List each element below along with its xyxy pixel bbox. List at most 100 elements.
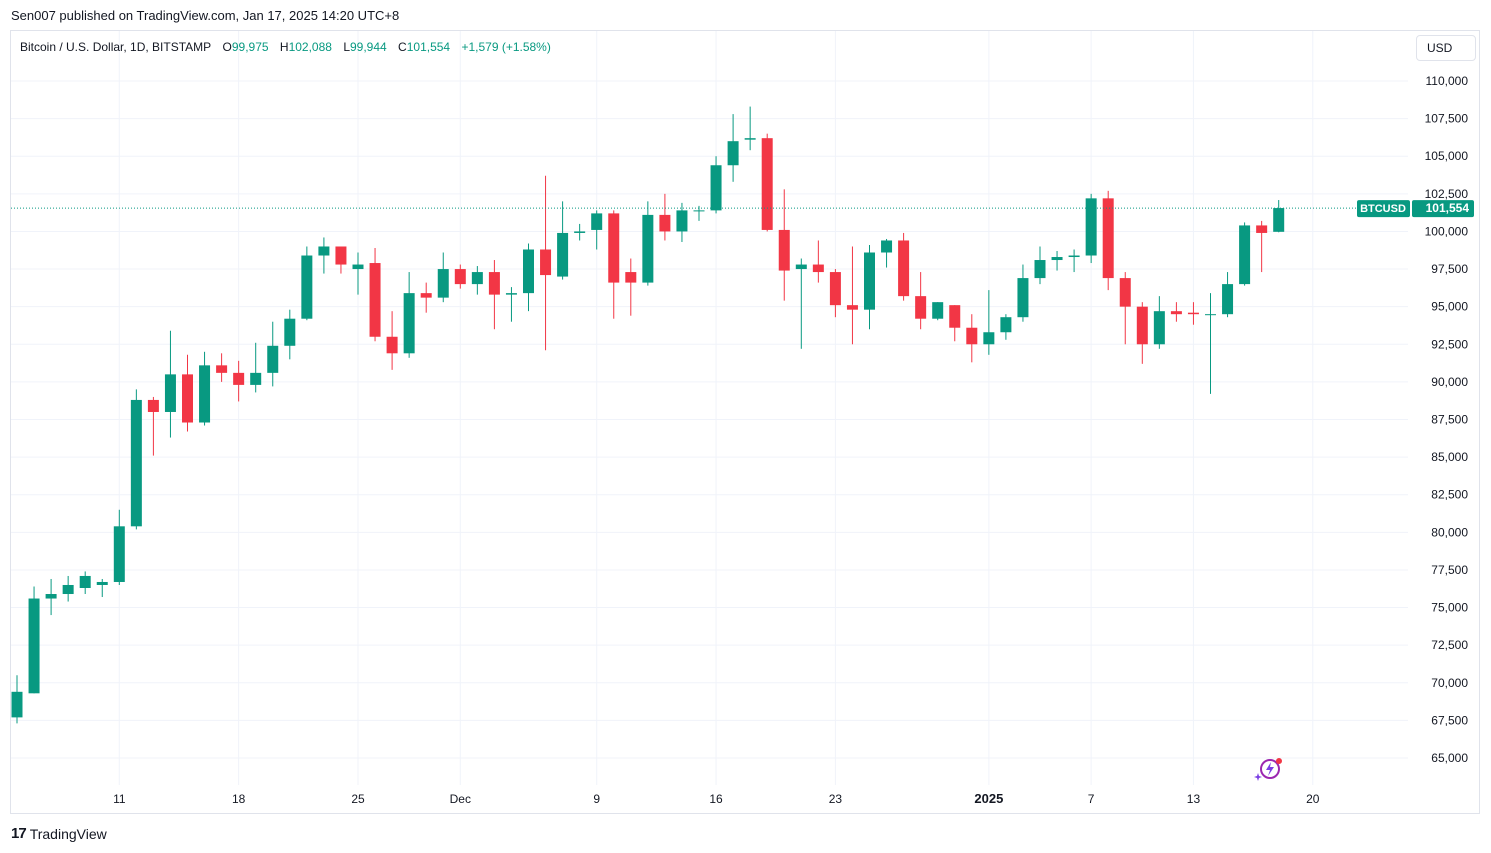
legend-close-label: C bbox=[398, 40, 407, 54]
candle-body bbox=[608, 213, 620, 283]
candle-body bbox=[437, 269, 449, 298]
candle-body bbox=[45, 594, 57, 599]
candle-body bbox=[1068, 255, 1080, 258]
candle-body bbox=[812, 264, 824, 273]
candle bbox=[608, 210, 620, 319]
candle bbox=[216, 353, 228, 382]
candle bbox=[28, 586, 40, 694]
candle-body bbox=[284, 318, 296, 346]
candle bbox=[1187, 302, 1199, 325]
candle-body bbox=[932, 302, 944, 319]
x-tick-label: 13 bbox=[1187, 792, 1201, 806]
currency-button[interactable]: USD bbox=[1416, 35, 1476, 61]
candle bbox=[966, 314, 978, 363]
price-tag bbox=[1412, 200, 1474, 218]
candle bbox=[79, 571, 91, 595]
y-tick-label: 90,000 bbox=[1431, 375, 1468, 389]
x-tick-label: 16 bbox=[709, 792, 723, 806]
y-tick-label: 72,500 bbox=[1431, 638, 1468, 652]
candle-body bbox=[1222, 284, 1234, 315]
candle bbox=[250, 342, 262, 393]
candle bbox=[676, 202, 688, 242]
footer: 17 TradingView bbox=[11, 825, 107, 842]
candle bbox=[829, 269, 841, 318]
publisher-line: Sen007 published on TradingView.com, Jan… bbox=[11, 8, 400, 23]
candle-body bbox=[1034, 260, 1046, 279]
sparkle-lightning-icon[interactable] bbox=[1254, 756, 1284, 782]
candle-body bbox=[574, 231, 586, 233]
x-tick-label: 7 bbox=[1088, 792, 1095, 806]
candle-body bbox=[591, 213, 603, 230]
candle-body bbox=[471, 272, 483, 285]
candle-body bbox=[676, 210, 688, 232]
candle-body bbox=[301, 255, 313, 319]
candle bbox=[540, 175, 552, 351]
y-tick-label: 102,500 bbox=[1425, 187, 1469, 201]
x-tick-label: 25 bbox=[351, 792, 365, 806]
candle-body bbox=[1136, 306, 1148, 345]
candle bbox=[1136, 302, 1148, 364]
candle-body bbox=[369, 263, 381, 337]
candle bbox=[591, 210, 603, 250]
candle-body bbox=[898, 240, 910, 297]
last-price-line: BTCUSD 101,554 bbox=[11, 200, 1474, 218]
footer-brand[interactable]: TradingView bbox=[29, 825, 107, 842]
candle bbox=[574, 223, 586, 241]
candle bbox=[403, 272, 415, 358]
candle bbox=[369, 247, 381, 342]
candle-body bbox=[403, 293, 415, 354]
candle-body bbox=[79, 575, 91, 588]
candle bbox=[1273, 200, 1285, 233]
candle bbox=[505, 287, 517, 322]
candle-body bbox=[829, 272, 841, 306]
legend-low-value: 99,944 bbox=[350, 40, 387, 54]
candle-body bbox=[318, 246, 330, 256]
chart-frame bbox=[10, 30, 1480, 814]
candle bbox=[130, 389, 142, 530]
candle bbox=[898, 232, 910, 301]
y-tick-label: 75,000 bbox=[1431, 601, 1468, 615]
candle bbox=[1239, 222, 1251, 286]
candle-body bbox=[1239, 225, 1251, 285]
candle-body bbox=[352, 264, 364, 270]
candle bbox=[846, 246, 858, 345]
candle-body bbox=[966, 327, 978, 345]
candle bbox=[96, 578, 108, 598]
candle bbox=[983, 290, 995, 355]
candle bbox=[437, 252, 449, 303]
candle-body bbox=[28, 598, 40, 694]
candle-body bbox=[96, 581, 108, 585]
candle-body bbox=[505, 293, 517, 295]
candle bbox=[727, 114, 739, 182]
candle-body bbox=[1256, 225, 1268, 233]
y-tick-label: 77,500 bbox=[1431, 563, 1468, 577]
candle-body bbox=[1102, 198, 1114, 279]
candle bbox=[881, 238, 893, 268]
candle bbox=[710, 156, 722, 214]
candle-body bbox=[523, 249, 534, 294]
candle-body bbox=[659, 214, 671, 232]
symbol-tag bbox=[1357, 200, 1410, 218]
axes: 110,000 107,500 105,000 102,500 100,000 97,50… bbox=[113, 74, 1468, 806]
y-tick-label: 80,000 bbox=[1431, 525, 1468, 539]
candle-body bbox=[949, 305, 961, 328]
candle bbox=[45, 578, 57, 616]
candle-body bbox=[113, 526, 125, 582]
y-tick-label: 105,000 bbox=[1425, 149, 1469, 163]
candle bbox=[744, 106, 756, 151]
candle bbox=[488, 260, 500, 330]
candle bbox=[11, 675, 23, 724]
candle bbox=[1051, 251, 1063, 271]
y-tick-label: 97,500 bbox=[1431, 262, 1468, 276]
candle-body bbox=[642, 214, 654, 283]
legend-open-value: 99,975 bbox=[231, 40, 269, 54]
candle bbox=[386, 311, 398, 370]
candle bbox=[1256, 220, 1268, 273]
candle bbox=[352, 252, 364, 295]
y-tick-label: 95,000 bbox=[1431, 300, 1468, 314]
candle bbox=[284, 309, 296, 360]
candle-body bbox=[625, 272, 637, 283]
y-tick-label: 85,000 bbox=[1431, 450, 1468, 464]
tradingview-logo-icon[interactable]: 17 bbox=[11, 825, 27, 842]
